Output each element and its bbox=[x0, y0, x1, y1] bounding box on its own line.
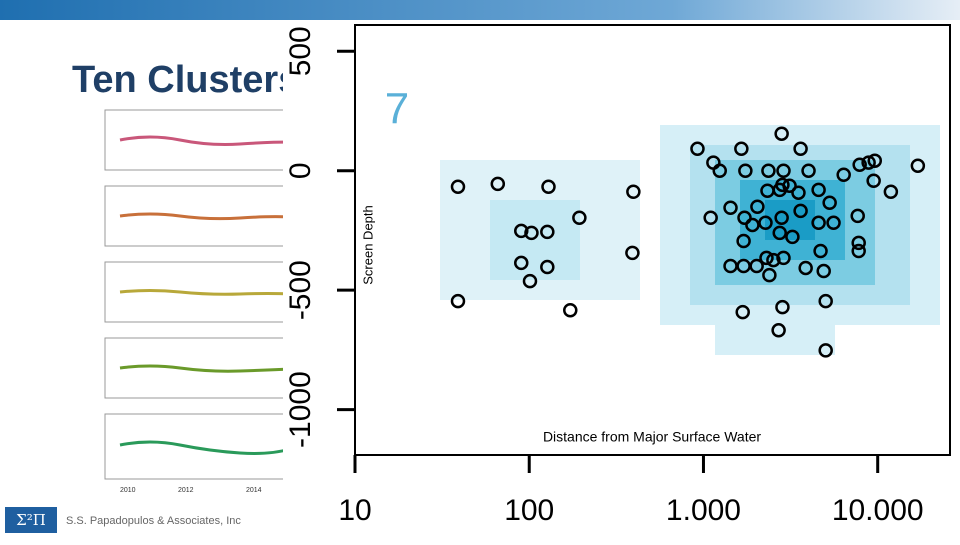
point bbox=[791, 185, 806, 200]
point bbox=[723, 200, 738, 215]
logo-box bbox=[5, 507, 57, 533]
point bbox=[774, 210, 789, 226]
plot-frame bbox=[354, 24, 951, 456]
header-bar bbox=[0, 0, 960, 20]
point bbox=[776, 163, 791, 178]
x-tick-label: 100 bbox=[504, 494, 554, 527]
point bbox=[735, 304, 750, 320]
x-axis-label: Distance from Major Surface Water bbox=[543, 429, 761, 445]
point bbox=[738, 163, 753, 178]
y-axis-label: Screen Depth bbox=[360, 205, 375, 285]
point bbox=[774, 126, 789, 141]
chart: 7 Distance from Major Surface Water Scre… bbox=[283, 20, 960, 540]
point bbox=[750, 199, 765, 215]
point bbox=[760, 183, 775, 199]
point bbox=[771, 323, 786, 338]
point bbox=[785, 229, 800, 245]
point bbox=[759, 250, 774, 266]
point bbox=[712, 163, 727, 178]
point bbox=[776, 250, 791, 266]
point bbox=[850, 208, 865, 224]
point bbox=[793, 203, 808, 219]
point bbox=[851, 235, 866, 251]
thumb-year: 2010 bbox=[120, 487, 136, 494]
point bbox=[450, 179, 466, 194]
point bbox=[772, 225, 787, 241]
point bbox=[522, 273, 538, 289]
logo: Σ²Π bbox=[16, 511, 46, 529]
y-tick-label: 0 bbox=[284, 162, 317, 179]
point bbox=[782, 178, 797, 194]
point bbox=[883, 184, 899, 199]
density-heatmap bbox=[440, 125, 940, 355]
point bbox=[625, 245, 640, 261]
point bbox=[813, 243, 828, 259]
point bbox=[749, 258, 764, 274]
point bbox=[818, 293, 833, 309]
x-tick-label: 10 bbox=[338, 494, 371, 527]
x-tick-label: 10.000 bbox=[832, 494, 924, 527]
point bbox=[798, 260, 813, 276]
point bbox=[690, 141, 705, 156]
point bbox=[450, 293, 466, 309]
point bbox=[734, 141, 749, 156]
point bbox=[861, 155, 876, 170]
point bbox=[745, 217, 760, 233]
point bbox=[541, 179, 556, 194]
footer: S.S. Papadopulos & Associates, Inc bbox=[66, 515, 241, 527]
point bbox=[811, 182, 826, 198]
point bbox=[524, 225, 539, 241]
point bbox=[514, 255, 529, 271]
point bbox=[766, 252, 781, 268]
point bbox=[514, 223, 529, 239]
point bbox=[826, 215, 841, 231]
point bbox=[626, 184, 641, 199]
point bbox=[811, 215, 826, 231]
y-tick-label: -500 bbox=[284, 260, 317, 320]
annotation: 7 bbox=[385, 85, 409, 134]
y-tick-label: 500 bbox=[284, 26, 317, 76]
point bbox=[540, 259, 555, 275]
point bbox=[737, 210, 752, 226]
point bbox=[703, 210, 718, 226]
point bbox=[775, 299, 790, 315]
point bbox=[867, 153, 883, 168]
point bbox=[822, 195, 837, 210]
thumb-year: 2012 bbox=[178, 487, 194, 494]
point bbox=[793, 141, 808, 156]
slide-title: Ten Clusters bbox=[72, 59, 299, 101]
point bbox=[762, 267, 777, 283]
thumb-traces bbox=[119, 135, 291, 455]
point bbox=[563, 302, 578, 318]
point bbox=[910, 158, 926, 173]
point bbox=[572, 210, 587, 226]
y-tick-label: -1000 bbox=[284, 371, 317, 448]
point bbox=[761, 163, 776, 178]
point bbox=[818, 343, 833, 358]
point bbox=[852, 157, 867, 172]
x-tick-label: 1.000 bbox=[666, 494, 741, 527]
point bbox=[540, 224, 555, 240]
point bbox=[736, 233, 751, 249]
point bbox=[836, 167, 851, 183]
point bbox=[866, 173, 881, 189]
point bbox=[851, 243, 866, 259]
point bbox=[801, 163, 816, 178]
thumb-year: 2014 bbox=[246, 487, 262, 494]
point bbox=[490, 176, 506, 192]
point bbox=[758, 215, 773, 231]
point bbox=[816, 263, 831, 279]
